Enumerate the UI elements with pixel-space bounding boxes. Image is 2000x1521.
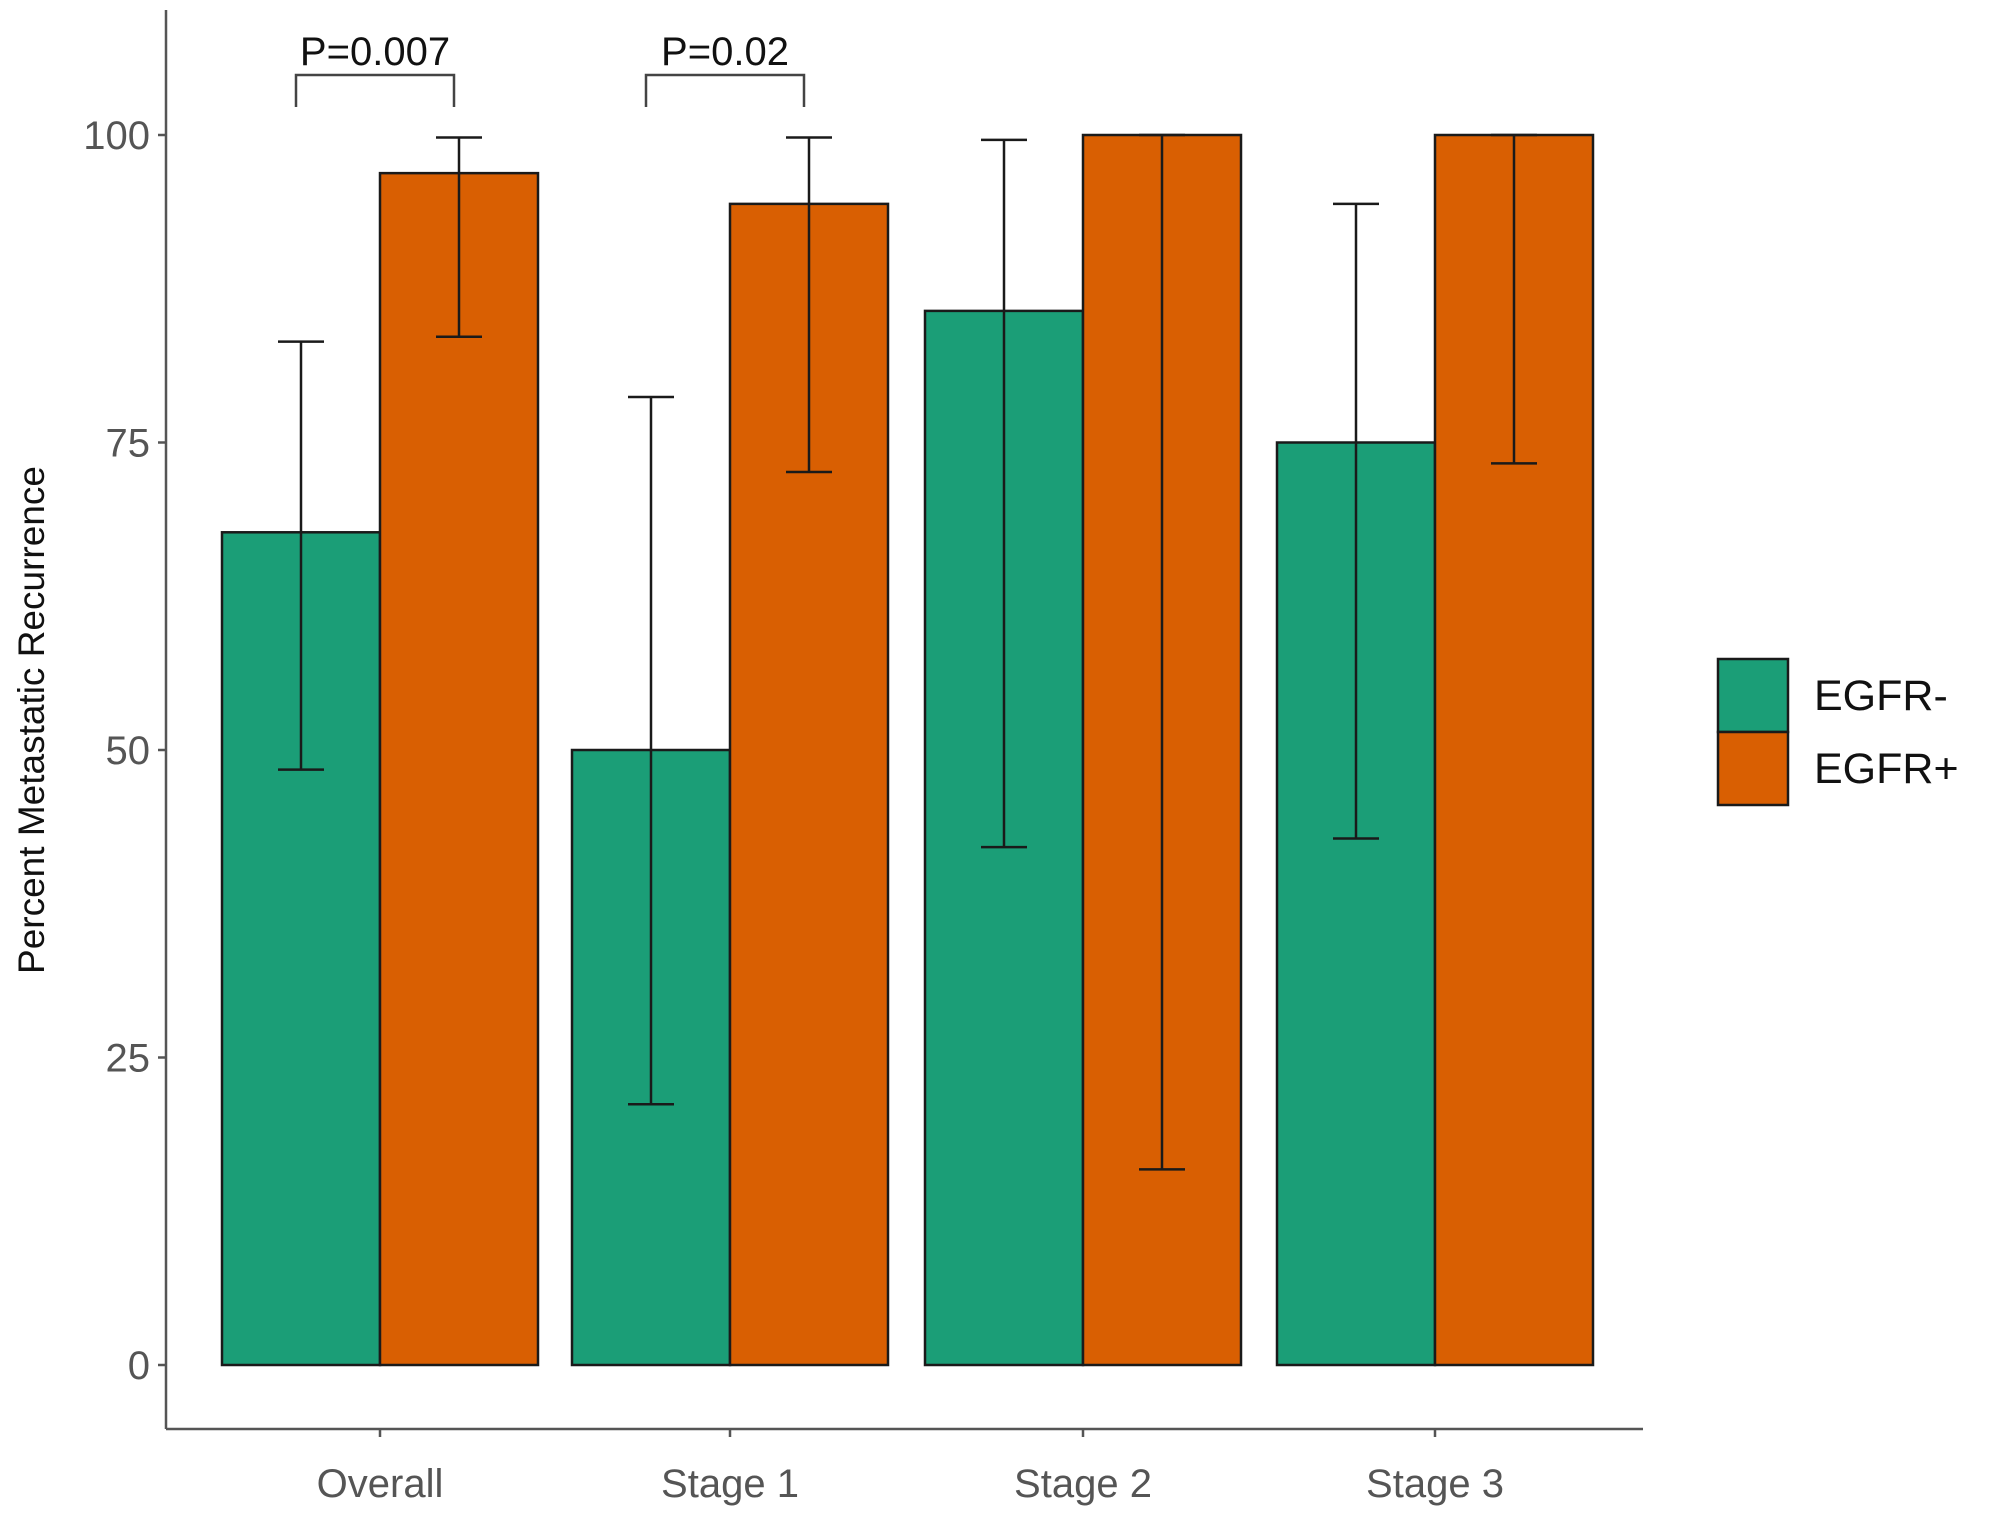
legend: EGFR- EGFR+ <box>1716 657 1959 807</box>
error-bar-EGFR--Stage 2 <box>981 138 1027 849</box>
error-bar-EGFR--Stage 3 <box>1333 202 1379 840</box>
error-bar-EGFR+-Overall <box>436 136 482 338</box>
legend-swatch-EGFR- <box>1716 657 1790 734</box>
legend-swatch-EGFR+ <box>1716 730 1790 807</box>
error-bar-EGFR+-Stage 2 <box>1139 133 1185 1171</box>
y-tick-label: 25 <box>106 1037 151 1081</box>
y-tick-label: 100 <box>83 114 150 158</box>
y-tick-label: 0 <box>128 1344 150 1388</box>
p-value-label: P=0.02 <box>661 30 789 74</box>
y-tick-label: 75 <box>106 422 151 466</box>
y-tick-label: 50 <box>106 729 151 773</box>
error-bars-layer <box>278 133 1537 1171</box>
p-value-bracket: P=0.02 <box>644 30 806 107</box>
error-bar-EGFR+-Stage 1 <box>786 136 832 474</box>
y-axis-label: Percent Metastatic Recurrence <box>11 466 52 974</box>
legend-label: EGFR+ <box>1814 745 1959 793</box>
x-tick-label: Overall <box>317 1462 444 1506</box>
x-tick-label: Stage 1 <box>661 1462 799 1506</box>
x-tick-label: Stage 3 <box>1366 1462 1504 1506</box>
error-bar-EGFR--Stage 1 <box>628 395 674 1106</box>
bars-layer <box>220 133 1595 1367</box>
error-bar-EGFR--Overall <box>278 340 324 771</box>
bar-EGFR+-Overall <box>378 171 540 1367</box>
p-value-label: P=0.007 <box>300 30 450 74</box>
error-bar-EGFR+-Stage 3 <box>1491 133 1537 465</box>
significance-annotations: P=0.007 P=0.02 <box>294 30 806 107</box>
x-ticks: Overall Stage 1 Stage 2 Stage 3 <box>317 1429 1504 1506</box>
legend-label: EGFR- <box>1814 672 1948 720</box>
y-ticks: 0 25 50 75 100 <box>83 114 166 1388</box>
p-value-bracket: P=0.007 <box>294 30 456 107</box>
x-tick-label: Stage 2 <box>1014 1462 1152 1506</box>
